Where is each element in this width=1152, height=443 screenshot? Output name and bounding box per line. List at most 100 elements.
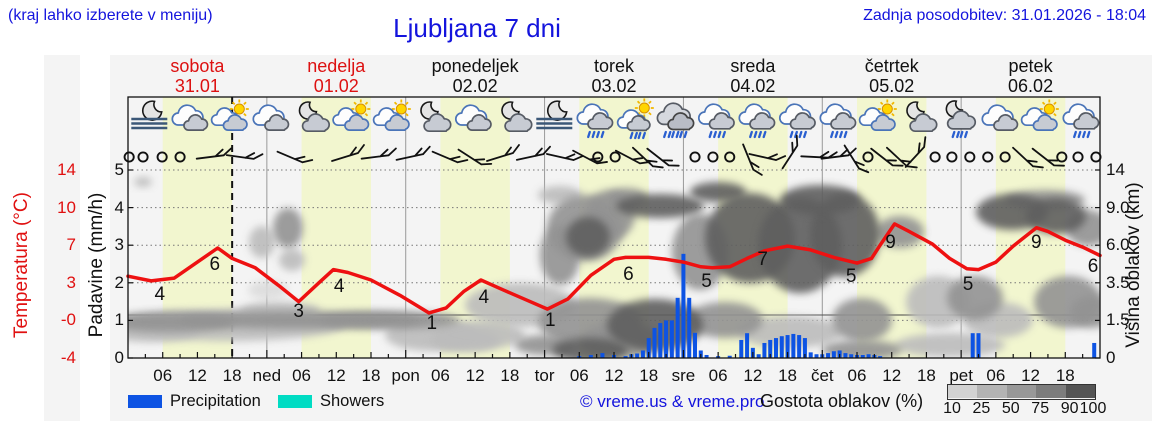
last-update: Zadnja posodobitev: 31.01.2026 - 18:04 [863,7,1146,24]
x-hour-label: 06 [847,366,867,385]
x-hour-label: 12 [882,366,902,385]
temp-tick: 7 [66,235,76,255]
day-header-date: 31.01 [174,76,220,96]
sun-cloud-icon [1020,99,1059,131]
wind-calm-icon [609,151,621,163]
wind-calm-icon [724,151,736,163]
wind-calm-icon [592,151,604,163]
temp-axis-title: Temperatura (°C) [11,192,32,338]
precipitation-label: Precipitation [170,392,261,410]
precip-tick: 1 [114,310,124,330]
cloud-tick: 1.5 [1106,310,1130,330]
day-header-name: torek [593,56,635,76]
rain-heavy-icon [656,102,695,139]
cloud-tick: 6.0 [1106,235,1130,255]
precip-tick: 2 [114,272,124,292]
x-hour-label: 12 [604,366,624,385]
day-header-date: 06.02 [1008,76,1054,96]
x-hour-label: 06 [430,366,450,385]
x-day-label: ned [252,366,282,385]
x-day-label: pet [949,366,973,385]
temp-value-label: 4 [333,275,345,297]
x-day-label: sre [671,366,696,385]
wind-calm-icon [689,151,701,163]
temperature-curve [126,222,1102,315]
sun-cloud-icon [858,99,897,131]
colorbar-tick: 100 [1079,400,1107,417]
colorbar-tick: 50 [1001,400,1020,417]
temp-value-label: 3 [293,300,304,322]
day-header-name: četrtek [864,56,919,76]
x-hour-label: 12 [465,366,485,385]
day-header-name: sreda [730,56,776,76]
day-header-date: 01.02 [313,76,359,96]
wind-calm-icon [1056,151,1068,163]
x-hour-label: 12 [1021,366,1041,385]
moon-fog-icon [131,100,168,130]
x-hour-label: 12 [326,366,346,385]
moon-cloud-rain-icon [945,100,977,139]
sun-cloud-rain-icon [616,98,654,140]
temp-tick: 3 [66,272,76,292]
sun-cloud-icon [210,99,249,131]
cloud-rain-icon [576,103,614,139]
wind-calm-icon [964,151,976,163]
wind-calm-icon [946,151,958,163]
wind-calm-icon [174,151,186,163]
colorbar-segment [977,385,1007,398]
colorbar-segment [1065,385,1095,398]
precipitation-bars [577,253,1097,358]
wind-barb-icon [546,139,584,171]
cloud-rain-icon [1062,103,1100,139]
moon-fog-icon [536,100,573,130]
menu-hint: (kraj lahko izberete v meniju) [8,7,213,24]
wind-barb-icon [800,140,838,169]
day-header-date: 04.02 [730,76,776,96]
day-header-date: 05.02 [869,76,915,96]
temp-value-label: 5 [962,273,974,295]
temp-value-label: 5 [845,265,857,287]
cloud-rain-icon [738,103,776,139]
x-hour-label: 06 [153,366,173,385]
cloud-rain-icon [819,103,857,139]
x-day-label: čet [810,366,834,385]
showers-label: Showers [320,392,385,410]
temp-value-label: 4 [154,283,166,305]
temp-value-label: 6 [623,264,634,286]
temp-tick: -0 [60,310,76,330]
x-hour-label: 18 [778,366,798,385]
colorbar-tick: 90 [1060,400,1079,417]
left-axis-panel [44,55,80,421]
copyright-link[interactable]: © vreme.us & vreme.pro [580,392,765,411]
cloud-tick: 14 [1106,160,1125,179]
moon-cloud-icon [501,101,533,133]
clouds-icon [252,104,290,131]
colorbar-tick: 25 [972,400,991,417]
sun-cloud-icon [372,99,411,131]
colorbar-segment [1006,385,1037,398]
wind-calm-icon [1090,151,1102,163]
weather-icons-row [131,98,1100,140]
temp-tick: -4 [60,348,76,367]
wind-calm-icon [1072,151,1084,163]
temp-value-label: 9 [885,231,896,253]
temp-tick: 14 [57,160,76,179]
day-header-name: sobota [170,56,225,76]
sun-cloud-icon [332,99,371,131]
colorbar-segment [1036,385,1066,398]
precip-tick: 0 [114,348,124,367]
wind-calm-icon [707,151,719,163]
precip-tick: 5 [114,160,124,179]
cloud-tick: 0 [1106,348,1116,367]
day-header-name: ponedeljek [431,56,519,76]
x-hour-label: 12 [743,366,763,385]
x-hour-label: 12 [187,366,207,385]
wind-calm-icon [156,151,168,163]
temp-value-label: 7 [757,248,768,270]
page-title: Ljubljana 7 dni [393,13,561,43]
cloud-rain-icon [778,103,816,139]
temp-value-label: 6 [1087,256,1099,278]
axes-frame [127,96,1101,359]
